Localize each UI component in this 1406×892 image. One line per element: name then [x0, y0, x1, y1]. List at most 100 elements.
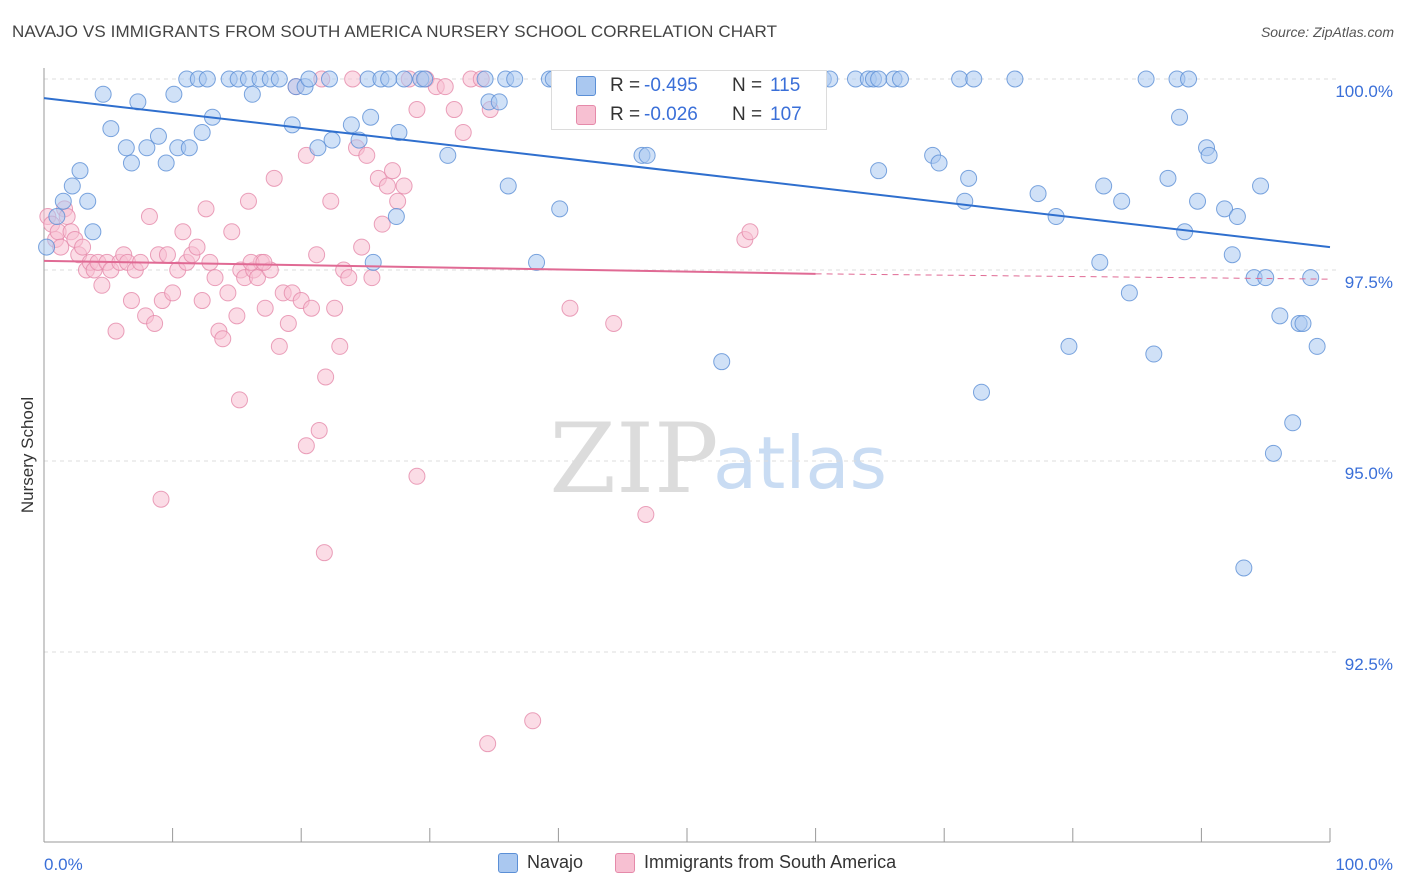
y-tick-label: 100.0% — [1335, 82, 1393, 101]
y-tick-label: 92.5% — [1345, 655, 1393, 674]
sa-point — [524, 712, 542, 730]
navajo-point — [1171, 108, 1189, 126]
sa-point — [741, 223, 759, 241]
sa-point — [408, 101, 426, 119]
sa-point — [317, 368, 335, 386]
sa-point — [279, 314, 297, 332]
legend-label-navajo: Navajo — [527, 852, 584, 872]
navajo-point — [1252, 177, 1270, 195]
sa-point — [152, 490, 170, 508]
sa-point — [239, 192, 257, 210]
sa-point — [214, 330, 232, 348]
navajo-point — [364, 253, 382, 271]
source-label: Source: ZipAtlas.com — [1260, 24, 1394, 40]
navajo-point — [323, 131, 341, 149]
navajo-point — [362, 108, 380, 126]
sa-point — [146, 314, 164, 332]
navajo-point — [54, 192, 72, 210]
navajo-point — [416, 70, 434, 88]
stats-row-navajo: R = -0.495 N = 115 — [552, 71, 826, 101]
navajo-point — [1294, 314, 1312, 332]
watermark-atlas: atlas — [713, 421, 887, 505]
sa-point — [454, 123, 472, 141]
navajo-point — [380, 70, 398, 88]
navajo-point — [180, 139, 198, 157]
sa-point — [561, 299, 579, 317]
sa-point — [445, 101, 463, 119]
sa-point — [265, 169, 283, 187]
sa-point — [256, 299, 274, 317]
navajo-point — [1060, 337, 1078, 355]
navajo-point — [870, 162, 888, 180]
navajo-point — [243, 85, 261, 103]
legend-item-navajo[interactable]: Navajo — [498, 852, 583, 873]
navajo-point — [309, 139, 327, 157]
sa-r-value: -0.026 — [644, 104, 698, 125]
sa-point — [436, 78, 454, 96]
sa-point — [164, 284, 182, 302]
navajo-point — [965, 70, 983, 88]
navajo-point — [972, 383, 990, 401]
navajo-point — [48, 208, 66, 226]
sa-n-value: 107 — [770, 104, 802, 125]
sa-point — [158, 246, 176, 264]
navajo-point — [94, 85, 112, 103]
navajo-point — [387, 208, 405, 226]
navajo-point — [1223, 246, 1241, 264]
navajo-point — [1302, 269, 1320, 287]
navajo-point — [122, 154, 140, 172]
navajo-n-value: 115 — [770, 75, 801, 96]
navajo-trendline — [43, 97, 1331, 249]
navajo-point — [165, 85, 183, 103]
navajo-point — [342, 116, 360, 134]
sa-point — [107, 322, 125, 340]
navajo-point — [1180, 70, 1198, 88]
navajo-point — [283, 116, 301, 134]
navajo-point — [395, 70, 413, 88]
navajo-r-label: R = — [610, 75, 641, 96]
navajo-point — [157, 154, 175, 172]
chart-title: NAVAJO VS IMMIGRANTS FROM SOUTH AMERICA … — [12, 22, 778, 41]
sa-point — [140, 208, 158, 226]
navajo-point — [149, 127, 167, 145]
sa-point — [122, 292, 140, 310]
legend-swatch-navajo — [498, 852, 518, 873]
navajo-n-label: N = — [732, 75, 763, 96]
sa-point — [52, 238, 70, 256]
navajo-point — [1235, 559, 1253, 577]
stats-row-sa: R = -0.026 N = 107 — [552, 100, 826, 130]
sa-point — [230, 391, 248, 409]
sa-n-label: N = — [732, 104, 763, 125]
sa-point — [197, 200, 215, 218]
navajo-point — [1308, 337, 1326, 355]
navajo-point — [551, 200, 569, 218]
navajo-point — [300, 70, 318, 88]
legend-item-sa[interactable]: Immigrants from South America — [615, 852, 896, 873]
navajo-point — [1271, 307, 1289, 325]
navajo-point — [63, 177, 81, 195]
sa-point — [358, 146, 376, 164]
navajo-point — [870, 70, 888, 88]
navajo-point — [138, 139, 156, 157]
sa-point — [389, 192, 407, 210]
sa-point — [408, 467, 426, 485]
sa-point — [93, 276, 111, 294]
sa-point — [308, 246, 326, 264]
x-tick-label-min: 0.0% — [44, 855, 83, 874]
navajo-point — [528, 253, 546, 271]
sa-trendline-extension — [815, 273, 1331, 280]
navajo-point — [117, 139, 135, 157]
navajo-point — [506, 70, 524, 88]
navajo-point — [1113, 192, 1131, 210]
navajo-point — [320, 70, 338, 88]
navajo-point — [713, 353, 731, 371]
sa-point — [223, 223, 241, 241]
y-tick-label: 95.0% — [1345, 464, 1393, 483]
sa-point — [206, 269, 224, 287]
sa-point — [395, 177, 413, 195]
sa-point — [174, 223, 192, 241]
navajo-point — [1145, 345, 1163, 363]
navajo-point — [1095, 177, 1113, 195]
legend-swatch-sa — [615, 852, 636, 873]
